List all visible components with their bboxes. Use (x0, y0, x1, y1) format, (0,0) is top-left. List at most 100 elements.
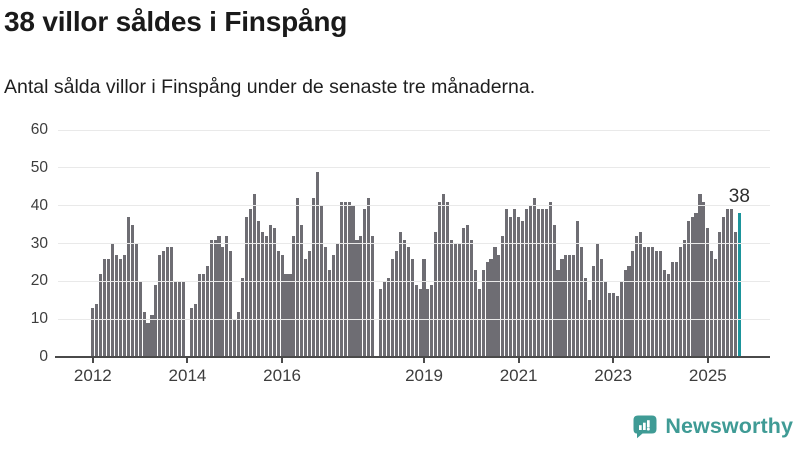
bar (623, 269, 627, 357)
x-axis-tick-2012 (91, 357, 94, 363)
bar-series (55, 130, 770, 357)
bar (272, 228, 276, 357)
bar (225, 235, 229, 357)
bar (722, 217, 726, 357)
bar (698, 194, 702, 357)
bar (450, 239, 454, 357)
x-axis-tick-2023 (612, 357, 615, 363)
last-value-label: 38 (728, 186, 750, 208)
bar (390, 258, 394, 357)
bar (103, 258, 107, 357)
bar (580, 247, 584, 357)
bar (276, 251, 280, 357)
bar (430, 285, 434, 357)
bar (552, 224, 556, 357)
bar (588, 300, 592, 357)
bar (347, 201, 351, 357)
bar (410, 258, 414, 357)
bar (233, 319, 237, 357)
bar (501, 235, 505, 357)
bar (331, 254, 335, 357)
bar (402, 239, 406, 357)
bar (134, 243, 138, 357)
bar (509, 217, 513, 357)
bar (556, 269, 560, 357)
newsworthy-logo-text: Newsworthy (665, 414, 793, 438)
bar (513, 209, 517, 357)
bar (477, 288, 481, 357)
bar (469, 239, 473, 357)
newsworthy-bubble-chart-icon (633, 415, 657, 438)
bar (158, 254, 162, 357)
bar (595, 243, 599, 357)
bar (142, 311, 146, 357)
x-axis-tick-2021 (517, 357, 520, 363)
y-axis-label-20: 20 (30, 272, 48, 290)
bar (678, 247, 682, 357)
bar (406, 247, 410, 357)
bar (371, 235, 375, 357)
bar (718, 232, 722, 357)
bar (209, 239, 213, 357)
bar (591, 266, 596, 357)
bar (690, 217, 694, 357)
bar (379, 288, 383, 357)
bar (505, 209, 509, 357)
bar (304, 258, 308, 357)
bar (615, 296, 619, 357)
bar (213, 239, 217, 357)
bar (327, 269, 331, 357)
bar (694, 213, 698, 357)
bar (544, 209, 548, 357)
bar (355, 239, 359, 357)
bar (122, 254, 126, 357)
y-axis-label-60: 60 (30, 121, 48, 138)
bar (576, 220, 580, 357)
bar (497, 254, 501, 357)
bar (323, 247, 327, 357)
bar (442, 194, 446, 357)
bar (170, 247, 174, 357)
bar (655, 251, 659, 357)
bar (335, 243, 339, 357)
bar (493, 247, 497, 357)
bar (91, 307, 95, 357)
bar (114, 254, 119, 357)
gridline-y20 (58, 280, 770, 282)
bar (162, 251, 166, 357)
bar (166, 247, 170, 357)
bar (146, 322, 150, 357)
bar (540, 209, 544, 357)
newsworthy-logo: Newsworthy (632, 413, 793, 440)
bar (268, 224, 272, 357)
bar (714, 258, 718, 357)
y-axis-label-0: 0 (39, 348, 48, 365)
bar (197, 273, 201, 357)
x-axis-tick-2025 (706, 357, 709, 363)
x-axis-label-2012: 2012 (73, 366, 112, 385)
bar (111, 243, 115, 357)
gridline-y30 (58, 243, 770, 244)
bar (241, 277, 245, 357)
bar (568, 254, 572, 357)
x-axis-label-2025: 2025 (688, 366, 727, 385)
bar (572, 254, 576, 357)
chart-subtitle: Antal sålda villor i Finspång under de s… (4, 76, 536, 98)
bar (296, 198, 300, 357)
bar (343, 201, 347, 357)
x-axis-label-2014: 2014 (168, 366, 207, 385)
bar (524, 209, 529, 357)
bar (706, 228, 710, 357)
bar (662, 269, 667, 357)
bar (312, 198, 316, 357)
bar (418, 288, 422, 357)
bar (280, 254, 284, 357)
x-axis-line (55, 356, 770, 358)
bar (118, 258, 122, 357)
bar (205, 266, 209, 357)
bar (154, 285, 158, 357)
x-axis-tick-2019 (423, 357, 425, 363)
bar (248, 209, 253, 357)
bar (288, 273, 292, 357)
bar (107, 258, 111, 357)
